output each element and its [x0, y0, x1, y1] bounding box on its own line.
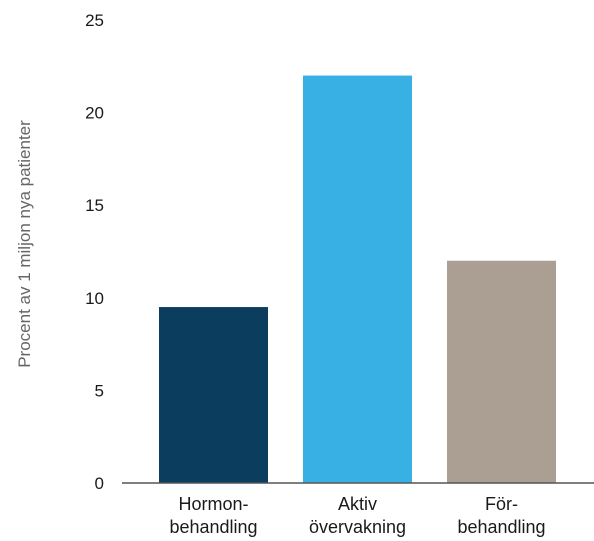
category-label: Aktiv	[338, 494, 377, 514]
category-label: övervakning	[309, 517, 406, 537]
category-label: behandling	[457, 517, 545, 537]
category-label: Hormon-	[178, 494, 248, 514]
category-label: För-	[485, 494, 518, 514]
y-tick-label: 25	[85, 11, 104, 30]
bars	[159, 75, 556, 483]
bar	[159, 307, 268, 483]
y-axis-label-group: Procent av 1 miljon nya patienter	[15, 120, 34, 368]
y-tick-label: 0	[95, 474, 104, 493]
y-tick-labels: 0 5 10 15 20 25	[85, 11, 104, 493]
category-labels: Hormon-behandling Aktiv övervakning För-beh…	[169, 494, 545, 537]
bar	[447, 260, 556, 483]
category-label: behandling	[169, 517, 257, 537]
y-tick-label: 5	[95, 381, 104, 400]
y-tick-label: 15	[85, 196, 104, 215]
y-tick-label: 20	[85, 104, 104, 123]
y-axis-label: Procent av 1 miljon nya patienter	[15, 120, 34, 368]
bar	[303, 75, 412, 483]
y-tick-label: 10	[85, 289, 104, 308]
